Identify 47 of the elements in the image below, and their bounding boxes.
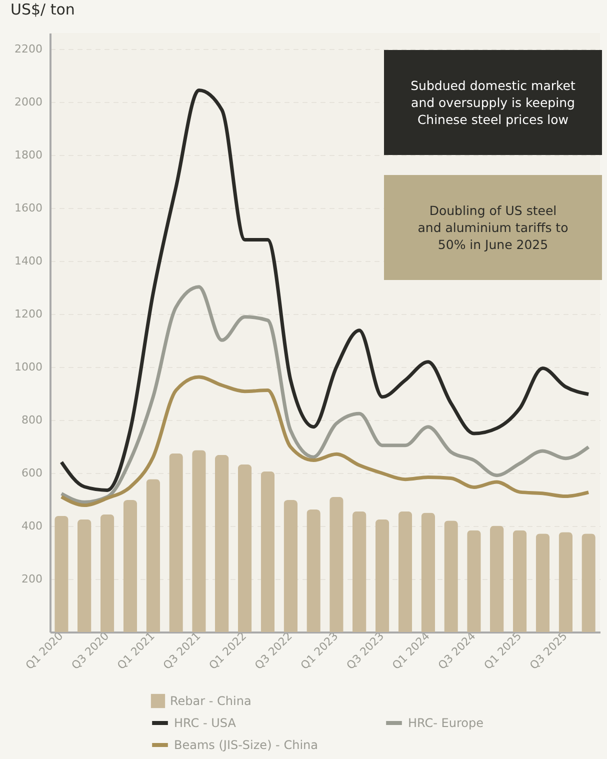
legend-label: HRC - USA — [174, 716, 237, 730]
y-axis-title: US$/ ton — [10, 0, 75, 18]
y-tick-label: 1600 — [14, 201, 42, 214]
bar — [582, 534, 596, 632]
bar — [192, 450, 206, 632]
bar — [123, 500, 138, 632]
bar — [169, 453, 183, 632]
bar — [54, 516, 68, 632]
y-tick-label: 800 — [22, 413, 42, 426]
bar — [238, 464, 252, 632]
y-tick-label: 200 — [22, 572, 42, 586]
bar — [536, 534, 550, 632]
y-tick-label: 600 — [22, 466, 42, 480]
y-tick-label: 400 — [22, 519, 42, 532]
legend-label: Rebar - China — [170, 694, 252, 708]
bar — [146, 479, 160, 632]
y-tick-label: 1400 — [14, 254, 42, 268]
bar — [100, 514, 114, 632]
y-tick-label: 2000 — [14, 95, 42, 108]
legend-label: HRC- Europe — [408, 716, 484, 730]
bar — [284, 500, 298, 632]
y-tick-label: 2200 — [14, 42, 42, 56]
bar — [260, 471, 275, 632]
bar — [352, 511, 366, 632]
picture-callout-box: Doubling of US steel and aluminium tariffs to 50% in June 2025 — [384, 175, 602, 280]
bar — [467, 530, 481, 632]
bar — [306, 510, 320, 632]
bar — [330, 496, 344, 632]
y-tick-label: 1200 — [14, 307, 42, 320]
bar — [375, 519, 390, 632]
bar — [398, 511, 412, 632]
bar — [421, 512, 435, 632]
line-series — [60, 88, 590, 492]
bar — [444, 520, 458, 632]
legend-label: Beams (JIS-Size) - China — [174, 738, 318, 752]
bar — [215, 454, 229, 632]
picture-callout-box: Subdued domestic market and oversupply is keeping Chinese steel prices low — [384, 50, 602, 155]
bar — [558, 532, 572, 632]
y-tick-label: 1800 — [14, 148, 42, 162]
bar — [512, 530, 527, 632]
annotation: Subdued domestic market and oversupply is keeping Chinese steel prices low — [410, 77, 576, 128]
y-tick-label: 1000 — [14, 360, 42, 374]
line-series — [60, 375, 590, 508]
line-series — [60, 285, 590, 504]
bar — [490, 526, 504, 632]
bar — [78, 519, 92, 632]
annotation: Doubling of US steel and aluminium tariffs to 50% in June 2025 — [418, 202, 568, 253]
